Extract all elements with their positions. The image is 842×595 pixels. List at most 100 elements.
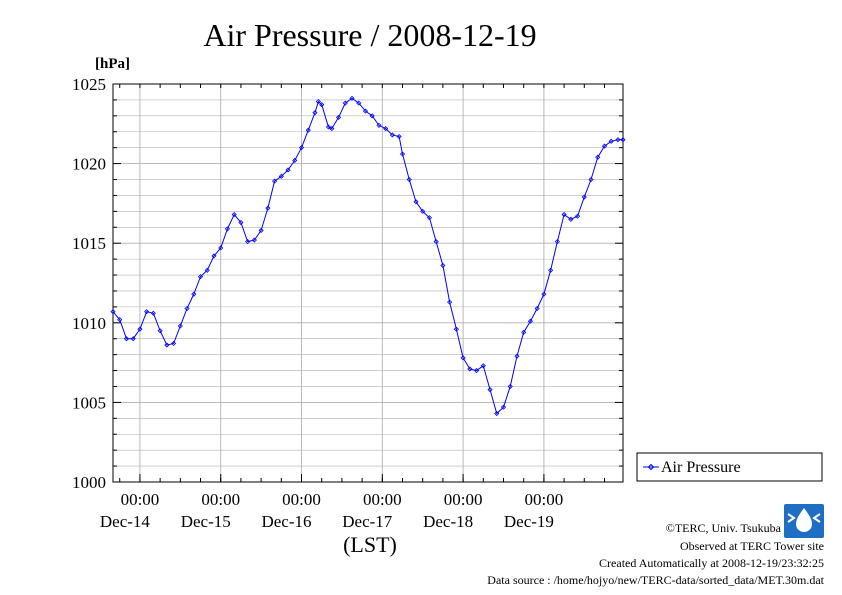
data-point-marker bbox=[315, 98, 321, 105]
data-point-marker bbox=[433, 239, 439, 245]
data-point-marker bbox=[426, 215, 433, 221]
y-tick-label: 1000 bbox=[72, 473, 106, 492]
data-point-marker bbox=[285, 167, 291, 173]
data-point-marker bbox=[514, 353, 520, 359]
series-air-pressure bbox=[110, 95, 626, 417]
legend-box bbox=[636, 452, 823, 482]
x-tick-date-label: Dec-14 bbox=[100, 512, 151, 531]
data-point-marker bbox=[548, 267, 554, 273]
data-point-marker bbox=[406, 176, 412, 183]
data-point-marker bbox=[534, 305, 540, 312]
data-point-marker bbox=[110, 309, 116, 315]
data-point-marker bbox=[258, 227, 264, 234]
data-point-marker bbox=[383, 126, 389, 132]
data-point-marker bbox=[130, 336, 136, 342]
data-point-marker bbox=[453, 326, 459, 332]
data-point-marker bbox=[473, 367, 480, 374]
data-point-marker bbox=[292, 157, 298, 163]
data-point-marker bbox=[177, 323, 183, 329]
series-line bbox=[112, 97, 623, 415]
data-point-marker bbox=[480, 363, 486, 369]
data-point-marker bbox=[601, 143, 608, 149]
data-point-marker bbox=[487, 387, 493, 393]
data-point-marker bbox=[554, 239, 560, 245]
y-tick-label: 1025 bbox=[72, 75, 106, 94]
data-point-marker bbox=[265, 205, 271, 211]
data-point-marker bbox=[123, 336, 130, 342]
data-point-marker bbox=[278, 173, 284, 179]
data-point-marker bbox=[527, 318, 533, 324]
data-point-marker bbox=[211, 253, 217, 259]
footer-created: Created Automatically at 2008-12-19/23:3… bbox=[599, 556, 824, 570]
data-point-marker bbox=[507, 383, 513, 390]
x-axis-ticks: 00:00 Dec-14 00:00 Dec-15 00:00 Dec-16 00:00 De… bbox=[100, 84, 605, 531]
data-point-marker bbox=[413, 199, 419, 205]
data-point-marker bbox=[568, 216, 574, 222]
data-point-marker bbox=[272, 178, 278, 184]
minor-gridlines bbox=[113, 99, 623, 467]
data-point-marker bbox=[171, 340, 177, 347]
data-point-marker bbox=[251, 237, 257, 243]
data-point-marker bbox=[224, 226, 231, 232]
data-point-marker bbox=[608, 138, 614, 144]
data-point-marker bbox=[389, 132, 395, 138]
plot-frame bbox=[112, 83, 624, 483]
x-axis-label: (LST) bbox=[343, 532, 397, 557]
footer-observed: Observed at TERC Tower site bbox=[680, 539, 824, 553]
data-point-marker bbox=[164, 342, 170, 348]
y-axis-unit-label: [hPa] bbox=[95, 56, 130, 72]
data-point-marker bbox=[369, 113, 375, 119]
data-point-marker bbox=[329, 126, 335, 132]
data-point-marker bbox=[581, 194, 587, 200]
x-tick-date-label: Dec-19 bbox=[504, 512, 554, 531]
data-point-marker bbox=[494, 410, 500, 417]
chart-title: Air Pressure / 2008-12-19 bbox=[203, 17, 536, 53]
data-point-marker bbox=[561, 211, 567, 218]
x-tick-date-label: Dec-15 bbox=[181, 512, 231, 531]
data-point-marker bbox=[399, 151, 406, 157]
data-point-marker bbox=[420, 208, 426, 214]
data-point-marker bbox=[467, 366, 473, 372]
data-point-marker bbox=[396, 133, 402, 140]
data-point-marker bbox=[541, 291, 547, 297]
data-point-marker bbox=[620, 137, 626, 143]
data-point-marker bbox=[500, 404, 507, 410]
data-point-marker bbox=[440, 262, 446, 269]
data-point-marker bbox=[349, 95, 355, 101]
y-tick-label: 1010 bbox=[72, 314, 106, 333]
major-gridlines bbox=[113, 84, 623, 482]
data-point-marker bbox=[298, 145, 305, 151]
data-point-marker bbox=[204, 267, 210, 273]
x-tick-time-label: 00:00 bbox=[201, 490, 240, 509]
terc-logo bbox=[784, 504, 824, 538]
data-point-marker bbox=[312, 110, 318, 116]
data-point-marker bbox=[191, 291, 197, 297]
y-tick-label: 1005 bbox=[72, 393, 106, 412]
data-point-marker bbox=[238, 219, 244, 226]
x-tick-time-label: 00:00 bbox=[525, 490, 564, 509]
x-tick-time-label: 00:00 bbox=[121, 490, 160, 509]
data-point-marker bbox=[335, 114, 342, 120]
data-point-marker bbox=[319, 102, 325, 108]
y-tick-label: 1015 bbox=[72, 234, 106, 253]
data-point-marker bbox=[356, 100, 362, 106]
logo-left-chevron-icon bbox=[787, 513, 796, 523]
y-tick-label: 1020 bbox=[72, 155, 106, 174]
footer-data-source: Data source : /home/hojyo/new/TERC-data/… bbox=[487, 573, 824, 587]
x-tick-time-label: 00:00 bbox=[444, 490, 483, 509]
data-point-marker bbox=[305, 127, 311, 133]
data-point-marker bbox=[447, 299, 453, 305]
data-point-marker bbox=[184, 305, 190, 312]
legend-marker-swatch bbox=[647, 463, 655, 471]
data-point-marker bbox=[197, 274, 204, 280]
data-point-marker bbox=[362, 108, 369, 114]
data-point-marker bbox=[218, 245, 224, 251]
x-tick-date-label: Dec-16 bbox=[261, 512, 311, 531]
x-tick-time-label: 00:00 bbox=[282, 490, 321, 509]
logo-right-chevron-icon bbox=[812, 513, 821, 523]
data-point-marker bbox=[150, 310, 156, 316]
logo-droplet-icon bbox=[796, 508, 812, 532]
footer-copyright: ©TERC, Univ. Tsukuba bbox=[666, 521, 782, 535]
y-axis-ticks: 1000 1005 1010 1015 1020 1025 bbox=[72, 75, 623, 492]
